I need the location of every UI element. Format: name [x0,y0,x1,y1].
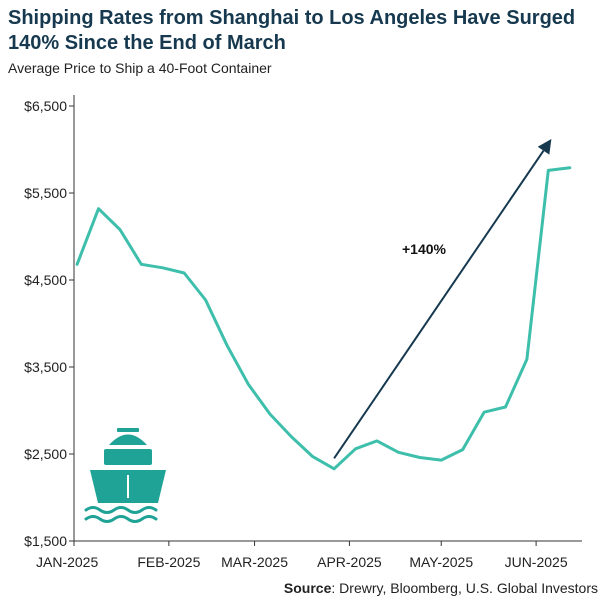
axes [69,95,582,546]
series-line [75,166,572,471]
annotation-arrowhead [537,139,552,155]
annotation-arrow-line [333,150,545,459]
y-tick-label: $6,500 [24,98,67,114]
y-tick-label: $3,500 [24,359,67,375]
x-tick-label: MAR-2025 [221,554,288,570]
source-label: Source [283,580,332,596]
x-tick-label: MAY-2025 [409,554,473,570]
x-tick-labels: JAN-2025 FEB-2025 MAR-2025 APR-2025 MAY-2025… [36,554,568,570]
annotation-label: +140% [402,241,447,257]
chart-title: Shipping Rates from Shanghai to Los Ange… [8,7,576,54]
y-tick-label: $4,500 [24,272,67,288]
annotation: +140% [333,139,552,459]
source-note: Source: Drewry, Bloomberg, U.S. Global I… [284,580,598,596]
ship-icon [84,428,166,523]
x-tick-label: FEB-2025 [137,554,200,570]
source-text: : Drewry, Bloomberg, U.S. Global Investo… [331,580,598,596]
x-tick-label: APR-2025 [317,554,382,570]
x-tick-label: JUN-2025 [505,554,568,570]
y-tick-label: $2,500 [24,446,67,462]
y-tick-label: $1,500 [24,533,67,549]
y-tick-label: $5,500 [24,185,67,201]
chart-subtitle: Average Price to Ship a 40-Foot Containe… [8,60,272,76]
y-tick-labels: $6,500 $5,500 $4,500 $3,500 $2,500 $1,500 [24,98,67,549]
x-tick-label: JAN-2025 [36,554,98,570]
series [75,166,572,471]
